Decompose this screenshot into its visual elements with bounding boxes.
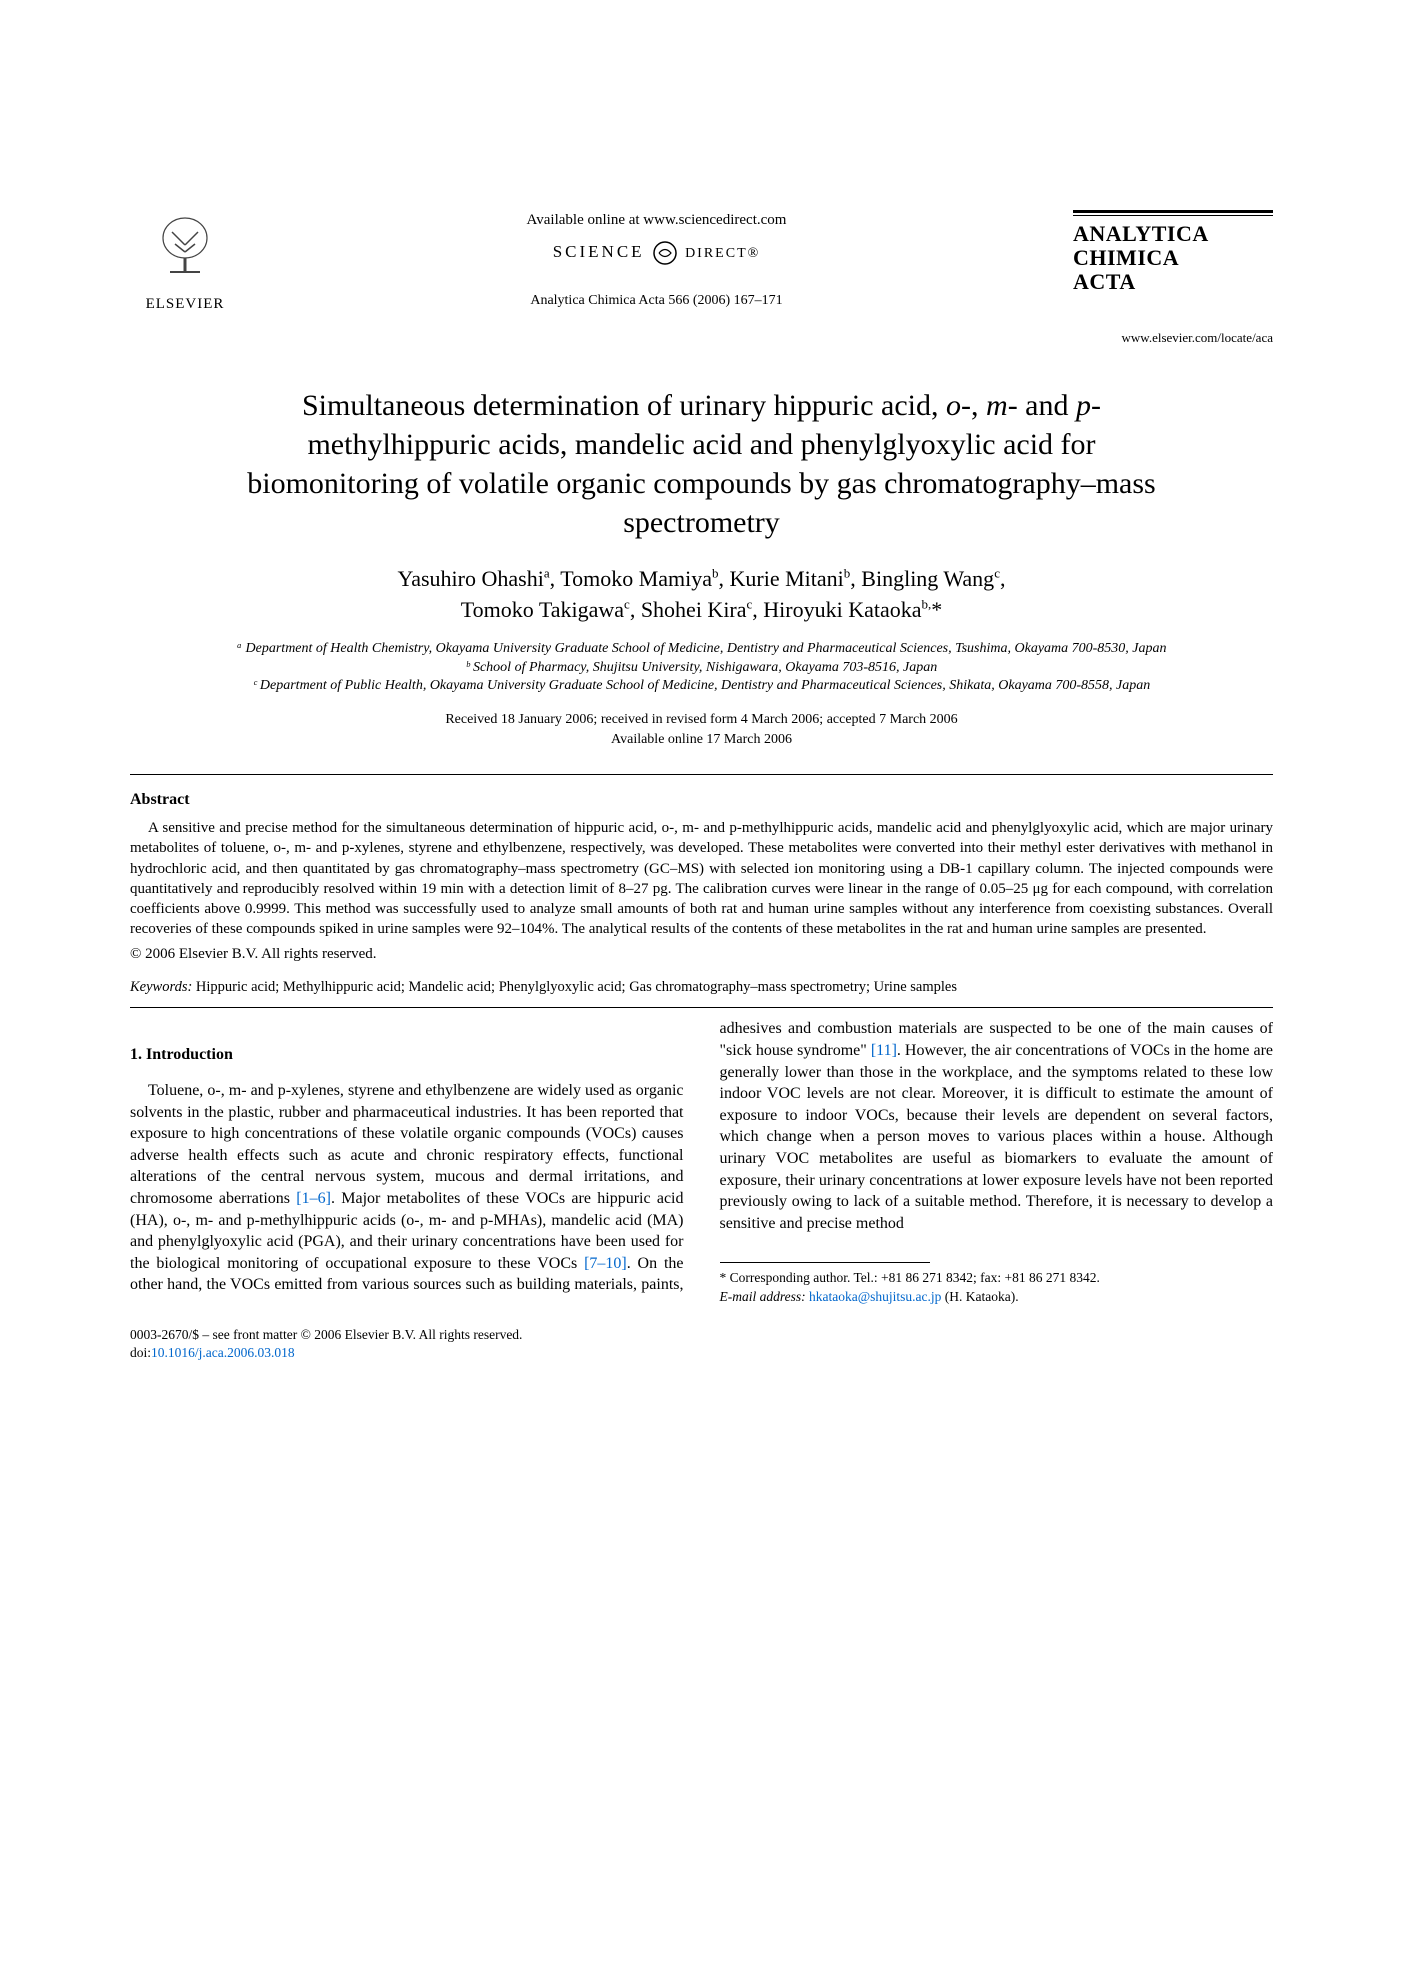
abstract-heading: Abstract: [130, 789, 1273, 811]
divider-bottom: [130, 1007, 1273, 1008]
online-date: Available online 17 March 2006: [130, 730, 1273, 750]
affiliation-b: ᵇ School of Pharmacy, Shujitsu Universit…: [130, 659, 1273, 678]
abstract-copyright: © 2006 Elsevier B.V. All rights reserved…: [130, 944, 1273, 964]
affiliation-a: ᵃ Department of Health Chemistry, Okayam…: [130, 640, 1273, 659]
article-dates: Received 18 January 2006; received in re…: [130, 710, 1273, 749]
sd-label: SCIENCE: [553, 242, 645, 261]
abstract-body: A sensitive and precise method for the s…: [130, 818, 1273, 940]
footnotes-block: * Corresponding author. Tel.: +81 86 271…: [720, 1269, 1274, 1305]
authors-line-1: Yasuhiro Ohashia, Tomoko Mamiyab, Kurie …: [130, 564, 1273, 595]
keywords-text: Hippuric acid; Methylhippuric acid; Mand…: [196, 979, 957, 995]
corresponding-author: * Corresponding author. Tel.: +81 86 271…: [720, 1269, 1274, 1287]
citation-line: Analytica Chimica Acta 566 (2006) 167–17…: [260, 292, 1053, 311]
publisher-name: ELSEVIER: [130, 294, 240, 314]
abstract-text: A sensitive and precise method for the s…: [130, 818, 1273, 940]
journal-header: ELSEVIER Available online at www.science…: [130, 210, 1273, 346]
ref-link-1-6[interactable]: [1–6]: [296, 1190, 331, 1207]
center-header: Available online at www.sciencedirect.co…: [240, 210, 1073, 311]
email-label: E-mail address:: [720, 1289, 806, 1304]
journal-url: www.elsevier.com/locate/aca: [1073, 329, 1273, 347]
footer-block: 0003-2670/$ – see front matter © 2006 El…: [130, 1326, 1273, 1362]
available-online-text: Available online at www.sciencedirect.co…: [260, 210, 1053, 230]
issn-line: 0003-2670/$ – see front matter © 2006 El…: [130, 1326, 1273, 1344]
received-date: Received 18 January 2006; received in re…: [130, 710, 1273, 730]
section-1-heading: 1. Introduction: [130, 1044, 684, 1066]
email-suffix: (H. Kataoka).: [945, 1289, 1019, 1304]
affiliation-c: ᶜ Department of Public Health, Okayama U…: [130, 677, 1273, 696]
email-address[interactable]: hkataoka@shujitsu.ac.jp: [809, 1289, 941, 1304]
keywords-line: Keywords: Hippuric acid; Methylhippuric …: [130, 978, 1273, 998]
doi-link[interactable]: 10.1016/j.aca.2006.03.018: [151, 1345, 295, 1360]
doi-label: doi:: [130, 1345, 151, 1360]
journal-name-1: ANALYTICA: [1073, 222, 1273, 246]
article-title: Simultaneous determination of urinary hi…: [242, 386, 1162, 542]
body-columns: 1. Introduction Toluene, o-, m- and p-xy…: [130, 1018, 1273, 1305]
divider-top: [130, 774, 1273, 775]
journal-name-2: CHIMICA: [1073, 246, 1273, 270]
sciencedirect-logo: SCIENCE DIRECT®: [260, 240, 1053, 266]
authors-block: Yasuhiro Ohashia, Tomoko Mamiyab, Kurie …: [130, 564, 1273, 626]
keywords-label: Keywords:: [130, 979, 192, 995]
sd-suffix: DIRECT®: [685, 246, 760, 261]
publisher-logo: ELSEVIER: [130, 210, 240, 314]
journal-name-3: ACTA: [1073, 270, 1273, 294]
journal-bar-thin: [1073, 215, 1273, 216]
footnote-separator: [720, 1262, 930, 1263]
email-line: E-mail address: hkataoka@shujitsu.ac.jp …: [720, 1288, 1274, 1306]
journal-bar-thick: [1073, 210, 1273, 213]
journal-title-box: ANALYTICA CHIMICA ACTA www.elsevier.com/…: [1073, 210, 1273, 346]
intro-text-5: . However, the air concentrations of VOC…: [720, 1042, 1274, 1232]
authors-line-2: Tomoko Takigawac, Shohei Kirac, Hiroyuki…: [130, 595, 1273, 626]
elsevier-tree-icon: [130, 210, 240, 290]
ref-link-11[interactable]: [11]: [871, 1042, 897, 1059]
ref-link-7-10[interactable]: [7–10]: [584, 1255, 627, 1272]
intro-text-1: Toluene, o-, m- and p-xylenes, styrene a…: [130, 1082, 684, 1207]
doi-line: doi:10.1016/j.aca.2006.03.018: [130, 1344, 1273, 1362]
affiliations-block: ᵃ Department of Health Chemistry, Okayam…: [130, 640, 1273, 697]
